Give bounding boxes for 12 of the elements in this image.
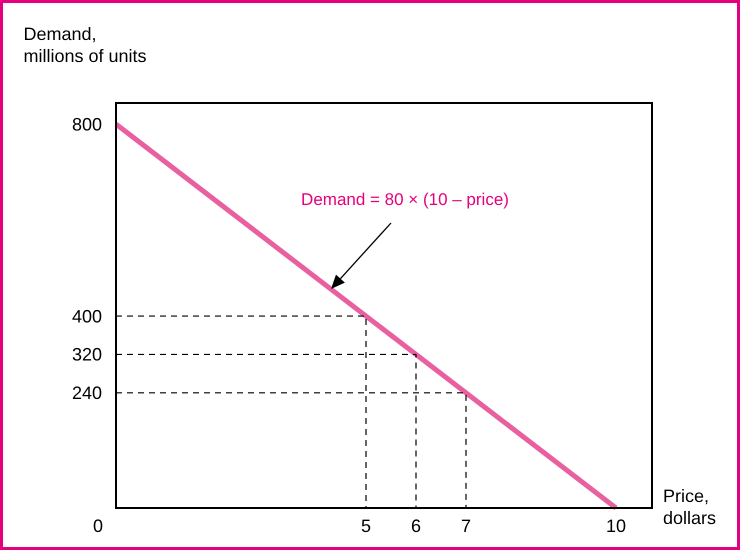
x-tick-label: 5 <box>360 516 372 536</box>
x-tick-label: 6 <box>410 516 422 536</box>
x-tick-label: 7 <box>460 516 472 536</box>
y-tick-label: 800 <box>72 114 102 134</box>
x-tick-label: 0 <box>92 516 104 536</box>
x-axis-title: Price, dollars <box>663 486 716 528</box>
y-tick-label: 240 <box>72 383 102 404</box>
x-tick-label: 10 <box>606 516 626 536</box>
y-tick-label: 320 <box>72 344 102 365</box>
y-tick-label: 400 <box>72 306 102 326</box>
annotation: Demand = 80 × (10 – price) <box>301 190 509 209</box>
y-axis-title: Demand, millions of units <box>23 24 147 66</box>
